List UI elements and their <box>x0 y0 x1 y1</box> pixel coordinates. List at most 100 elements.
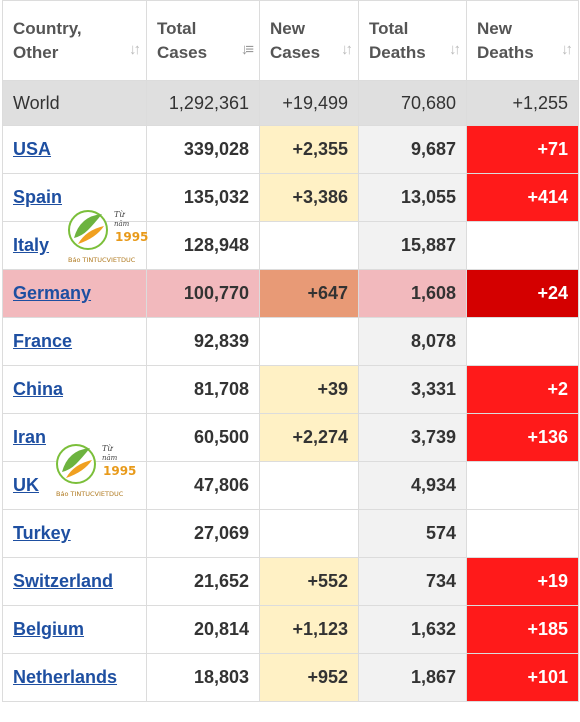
table-row: Switzerland 21,652 +552 734 +19 <box>2 557 579 606</box>
new-cases-cell: +647 <box>259 269 359 318</box>
country-link[interactable]: Spain <box>13 187 63 207</box>
new-deaths-cell: +2 <box>466 365 579 414</box>
country-link[interactable]: Italy <box>13 235 50 255</box>
sort-arrows-icon[interactable]: ↓↑ <box>449 41 461 58</box>
country-cell: France <box>2 317 147 366</box>
sort-arrows-icon[interactable]: ↓↑ <box>561 41 573 58</box>
coronavirus-stats-table: Country, Other ↓↑ Total Cases ↓≡ New Cas… <box>2 0 579 702</box>
watermark-year: 1995 <box>115 230 148 244</box>
table-row: Turkey 27,069 574 <box>2 509 579 558</box>
total-deaths-cell: 1,867 <box>358 653 467 702</box>
country-cell: Netherlands <box>2 653 147 702</box>
watermark-line1: Từ <box>102 444 113 453</box>
country-cell: Belgium <box>2 605 147 654</box>
watermark-line1: Từ <box>114 210 125 219</box>
country-link[interactable]: China <box>13 379 64 399</box>
country-link[interactable]: Switzerland <box>13 571 114 591</box>
header-total-deaths[interactable]: Total Deaths ↓↑ <box>358 0 467 81</box>
new-deaths-cell <box>466 509 579 558</box>
new-cases-cell <box>259 221 359 270</box>
new-deaths-cell: +71 <box>466 125 579 174</box>
country-link[interactable]: France <box>13 331 73 351</box>
header-new-cases[interactable]: New Cases ↓↑ <box>259 0 359 81</box>
new-deaths-cell <box>466 317 579 366</box>
watermark-line2: năm <box>114 220 130 228</box>
table-row: China 81,708 +39 3,331 +2 <box>2 365 579 414</box>
header-new-deaths-label: New Deaths <box>477 18 534 62</box>
new-cases-cell: +1,123 <box>259 605 359 654</box>
sort-desc-icon[interactable]: ↓≡ <box>240 41 254 58</box>
sort-arrows-icon[interactable]: ↓↑ <box>341 41 353 58</box>
total-deaths-cell: 13,055 <box>358 173 467 222</box>
header-country-label: Country, Other <box>13 18 82 62</box>
watermark-logo-1: Từ năm 1995 Báo TINTUCVIETDUC <box>66 208 150 264</box>
country-link[interactable]: Belgium <box>13 619 85 639</box>
header-total-cases[interactable]: Total Cases ↓≡ <box>146 0 260 81</box>
world-total-row: World 1,292,361 +19,499 70,680 +1,255 <box>2 80 579 126</box>
header-total-cases-label: Total Cases <box>157 18 208 62</box>
total-deaths-cell: 3,331 <box>358 365 467 414</box>
country-cell: Switzerland <box>2 557 147 606</box>
new-cases-cell: +3,386 <box>259 173 359 222</box>
watermark-year: 1995 <box>103 464 136 478</box>
header-total-deaths-label: Total Deaths <box>369 18 426 62</box>
new-cases-cell <box>259 509 359 558</box>
table-row: France 92,839 8,078 <box>2 317 579 366</box>
tintucvietduc-logo-icon: Từ năm 1995 Báo TINTUCVIETDUC <box>56 444 136 498</box>
sort-arrows-icon[interactable]: ↓↑ <box>129 41 141 58</box>
new-cases-cell: +552 <box>259 557 359 606</box>
new-cases-cell: +39 <box>259 365 359 414</box>
watermark-brand: Báo TINTUCVIETDUC <box>68 256 136 264</box>
header-new-deaths[interactable]: New Deaths ↓↑ <box>466 0 579 81</box>
country-cell: Spain <box>2 173 147 222</box>
table-row: Italy 128,948 15,887 <box>2 221 579 270</box>
table-row: Germany 100,770 +647 1,608 +24 <box>2 269 579 318</box>
tintucvietduc-logo-icon: Từ năm 1995 Báo TINTUCVIETDUC <box>68 210 148 264</box>
table-row: UK 47,806 4,934 <box>2 461 579 510</box>
new-cases-cell: +2,355 <box>259 125 359 174</box>
new-deaths-cell: +414 <box>466 173 579 222</box>
total-cases-cell: 27,069 <box>146 509 260 558</box>
total-deaths-cell: 734 <box>358 557 467 606</box>
new-deaths-cell: +24 <box>466 269 579 318</box>
world-total-deaths-cell: 70,680 <box>358 80 467 126</box>
new-deaths-cell: +19 <box>466 557 579 606</box>
total-deaths-cell: 574 <box>358 509 467 558</box>
country-link[interactable]: Iran <box>13 427 47 447</box>
total-cases-cell: 339,028 <box>146 125 260 174</box>
total-cases-cell: 21,652 <box>146 557 260 606</box>
country-link[interactable]: Netherlands <box>13 667 118 687</box>
country-link[interactable]: USA <box>13 139 52 159</box>
new-deaths-cell: +136 <box>466 413 579 462</box>
total-cases-cell: 47,806 <box>146 461 260 510</box>
table-row: Netherlands 18,803 +952 1,867 +101 <box>2 653 579 702</box>
country-link[interactable]: Germany <box>13 283 92 303</box>
total-deaths-cell: 9,687 <box>358 125 467 174</box>
total-cases-cell: 20,814 <box>146 605 260 654</box>
watermark-logo-2: Từ năm 1995 Báo TINTUCVIETDUC <box>54 442 138 498</box>
total-deaths-cell: 4,934 <box>358 461 467 510</box>
country-link[interactable]: UK <box>13 475 39 495</box>
world-country-cell: World <box>2 80 147 126</box>
total-cases-cell: 128,948 <box>146 221 260 270</box>
header-country[interactable]: Country, Other ↓↑ <box>2 0 147 81</box>
watermark-brand: Báo TINTUCVIETDUC <box>56 490 124 498</box>
country-link[interactable]: Turkey <box>13 523 71 543</box>
new-cases-cell <box>259 317 359 366</box>
country-cell: Turkey <box>2 509 147 558</box>
new-cases-cell: +952 <box>259 653 359 702</box>
new-cases-cell <box>259 461 359 510</box>
new-deaths-cell: +101 <box>466 653 579 702</box>
world-new-cases-cell: +19,499 <box>259 80 359 126</box>
total-cases-cell: 100,770 <box>146 269 260 318</box>
table-row: USA 339,028 +2,355 9,687 +71 <box>2 125 579 174</box>
total-cases-cell: 92,839 <box>146 317 260 366</box>
total-cases-cell: 135,032 <box>146 173 260 222</box>
total-deaths-cell: 3,739 <box>358 413 467 462</box>
new-deaths-cell <box>466 221 579 270</box>
new-deaths-cell: +185 <box>466 605 579 654</box>
total-cases-cell: 18,803 <box>146 653 260 702</box>
table-row: Belgium 20,814 +1,123 1,632 +185 <box>2 605 579 654</box>
new-deaths-cell <box>466 461 579 510</box>
header-row: Country, Other ↓↑ Total Cases ↓≡ New Cas… <box>2 0 579 81</box>
